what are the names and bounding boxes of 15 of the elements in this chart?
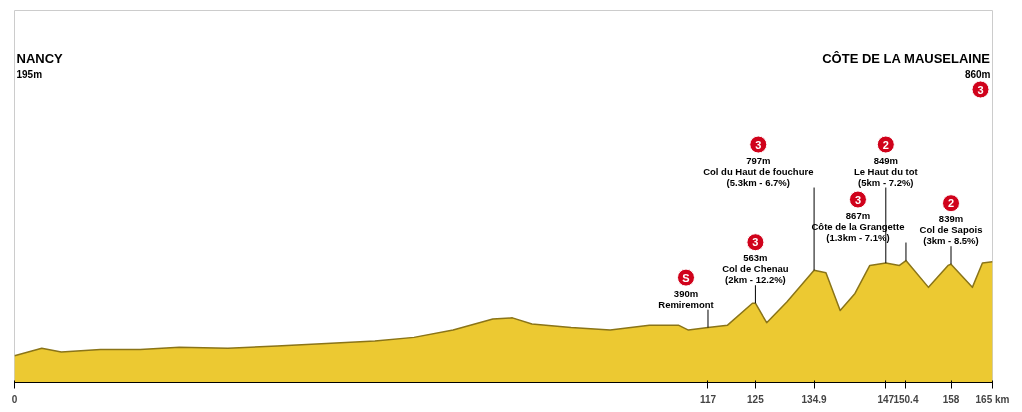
x-tick-label: 165 km	[975, 393, 1010, 405]
x-tick-label: 117	[699, 393, 717, 405]
x-tick-label: 134.9	[801, 393, 828, 405]
x-tick-label: 147	[877, 393, 895, 405]
annotation: S 390m Remiremont	[658, 271, 715, 310]
annotation: 2 839m Col de Sapois (3km - 8.5%)	[919, 197, 983, 247]
x-tick-label: 150.4	[893, 393, 919, 405]
x-tick-label: 125	[747, 393, 765, 405]
text: NANCY 195m	[16, 50, 64, 80]
x-tick-label: 0	[11, 393, 18, 405]
x-tick-label: 158	[942, 393, 960, 405]
text: CÔTE DE LA MAUSELAINE 860m 3	[822, 50, 991, 96]
annotation: 3 563m Col de Chenau (2km - 12.2%)	[722, 236, 789, 286]
annotation: 2 849m Le Haut du tot (5km - 7.2%)	[853, 138, 919, 188]
annotation: 3 797m Col du Haut de fouchure (5.3km - 6.7%)	[703, 138, 814, 188]
